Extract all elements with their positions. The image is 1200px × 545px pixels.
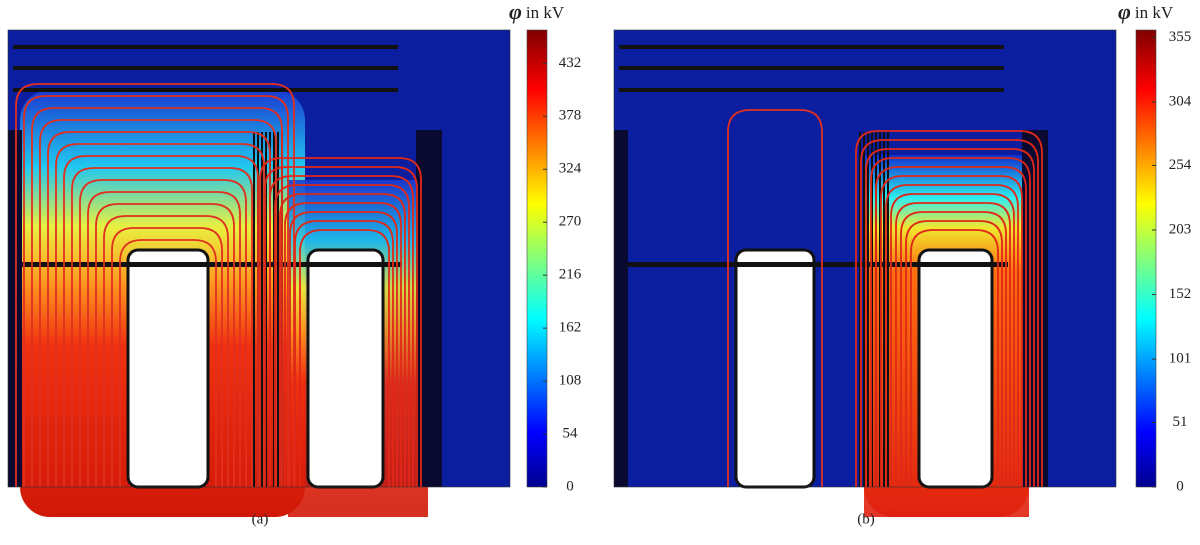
- colorbar-symbol: φ: [1118, 0, 1131, 24]
- equipotential-line: [910, 229, 999, 487]
- window: [306, 248, 385, 489]
- equipotential-line: [900, 211, 1007, 487]
- equipotential-line: [55, 143, 265, 487]
- conductor: [619, 88, 1004, 92]
- core-limb: [614, 130, 628, 487]
- equipotential-line: [259, 157, 422, 487]
- colorbar-tick-label: 378: [559, 108, 582, 124]
- equipotential-line: [87, 191, 241, 487]
- colorbar-tick-label: 0: [566, 478, 574, 494]
- equipotential-line: [875, 166, 1027, 487]
- winding-strip: [887, 132, 889, 487]
- colorbar-tick-label: 162: [559, 320, 582, 336]
- equipotential-line: [870, 157, 1031, 487]
- conductor: [619, 66, 1004, 70]
- core-limb: [8, 130, 22, 487]
- winding-strip: [871, 132, 873, 487]
- winding-strip: [273, 132, 275, 487]
- conductor: [13, 45, 398, 49]
- window: [917, 248, 994, 489]
- equipotential-line: [299, 229, 390, 487]
- equipotential-line: [727, 109, 823, 487]
- winding-strip: [867, 132, 869, 487]
- equipotential-line: [885, 184, 1019, 487]
- panel-caption: (b): [857, 511, 875, 527]
- equipotential-line: [895, 202, 1011, 487]
- winding-strip: [261, 132, 263, 487]
- equipotential-line: [279, 193, 406, 487]
- panel-caption: (a): [252, 511, 269, 527]
- colorbar-tick-label: 355: [1169, 29, 1192, 45]
- equipotential-line: [23, 95, 289, 487]
- equipotential-line: [264, 166, 418, 487]
- colorbar-tick-label: 324: [559, 161, 582, 177]
- colorbar-title: φ in kV: [509, 0, 565, 24]
- equipotential-line: [119, 239, 217, 487]
- equipotential-line: [865, 148, 1035, 487]
- window: [734, 248, 816, 489]
- plot-frame: [613, 29, 1117, 488]
- field-plot: [613, 29, 1117, 517]
- colorbar-tick-label: 108: [559, 373, 582, 389]
- colorbar: [526, 29, 548, 488]
- colorbar-tick-label: 270: [559, 214, 582, 230]
- colorbar-tick-label: 101: [1169, 351, 1192, 367]
- equipotential-line: [95, 203, 235, 487]
- equipotential-line: [269, 175, 414, 487]
- colorbar-tick-label: 254: [1169, 157, 1192, 173]
- colorbar-unit: in kV: [1135, 3, 1174, 22]
- equipotential-line: [39, 119, 277, 487]
- yoke-bar: [628, 262, 1008, 267]
- winding-strip: [863, 132, 865, 487]
- winding-strip: [265, 132, 267, 487]
- conductor: [13, 88, 398, 92]
- colorbar-symbol: φ: [509, 0, 522, 24]
- equipotential-line: [111, 227, 223, 487]
- colorbar-tick-label: 203: [1169, 221, 1192, 237]
- colorbar: [1135, 29, 1157, 488]
- winding-strip: [253, 132, 255, 487]
- yoke-bar: [22, 262, 402, 267]
- winding-strip: [879, 132, 881, 487]
- equipotential-line: [103, 215, 229, 487]
- colorbar-unit: in kV: [526, 3, 565, 22]
- equipotential-line: [47, 131, 271, 487]
- colorbar-tick-label: 152: [1169, 286, 1192, 302]
- colorbar-tick-label: 432: [559, 55, 582, 71]
- colorbar-tick-label: 51: [1173, 414, 1188, 430]
- colorbar-tick-label: 216: [559, 267, 582, 283]
- equipotential-line: [79, 179, 247, 487]
- core-limb: [416, 130, 442, 487]
- equipotential-line: [905, 220, 1003, 487]
- colorbar-title: φ in kV: [1118, 0, 1174, 24]
- winding-strip: [859, 132, 861, 487]
- colorbar-tick-label: 54: [563, 425, 579, 441]
- equipotential-line: [855, 130, 1043, 487]
- winding-strip: [883, 132, 885, 487]
- colorbar-tick-label: 0: [1176, 478, 1184, 494]
- winding-strip: [277, 132, 279, 487]
- field-plot: [7, 29, 511, 517]
- equipotential-line: [880, 175, 1023, 487]
- equipotential-line: [15, 83, 295, 487]
- equipotential-line: [860, 139, 1039, 487]
- equipotential-line: [289, 211, 398, 487]
- conductor: [619, 45, 1004, 49]
- plot-frame: [7, 29, 511, 488]
- conductor: [13, 66, 398, 70]
- equipotential-line: [31, 107, 283, 487]
- colorbar-tick-label: 304: [1169, 94, 1192, 110]
- equipotential-line: [274, 184, 410, 487]
- equipotential-line: [890, 193, 1015, 487]
- equipotential-line: [284, 202, 402, 487]
- equipotential-line: [294, 220, 394, 487]
- window: [126, 248, 210, 489]
- equipotential-line: [63, 155, 259, 487]
- equipotential-line: [71, 167, 253, 487]
